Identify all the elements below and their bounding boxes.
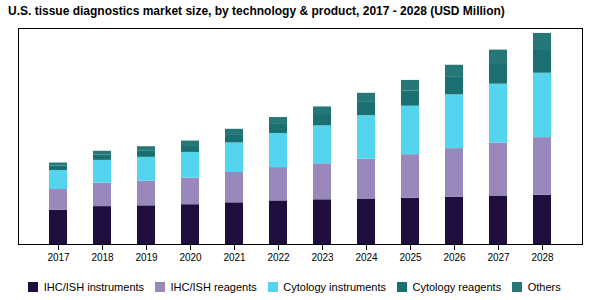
svg-text:2017: 2017 [47,252,70,263]
svg-text:2028: 2028 [531,252,554,263]
svg-text:2027: 2027 [487,252,510,263]
svg-text:2024: 2024 [355,252,378,263]
svg-text:2026: 2026 [443,252,466,263]
html-text:IHC/ISH reagents: IHC/ISH reagents [170,280,257,293]
svg-text:2018: 2018 [91,252,114,263]
html-text:IHC/ISH instruments: IHC/ISH instruments [43,280,145,293]
svg-text:2022: 2022 [267,252,290,263]
html-text:Cytology instruments: Cytology instruments [283,280,386,293]
svg-text:2023: 2023 [311,252,334,263]
svg-text:2021: 2021 [223,252,246,263]
html-text:Cytology reagents: Cytology reagents [412,280,502,293]
svg-text:2020: 2020 [179,252,202,263]
svg-text:2019: 2019 [135,252,158,263]
html-text:Others: Others [527,280,561,293]
html-text:U.S. tissue diagnostics market: U.S. tissue diagnostics market size, by … [8,4,505,18]
svg-text:2025: 2025 [399,252,422,263]
